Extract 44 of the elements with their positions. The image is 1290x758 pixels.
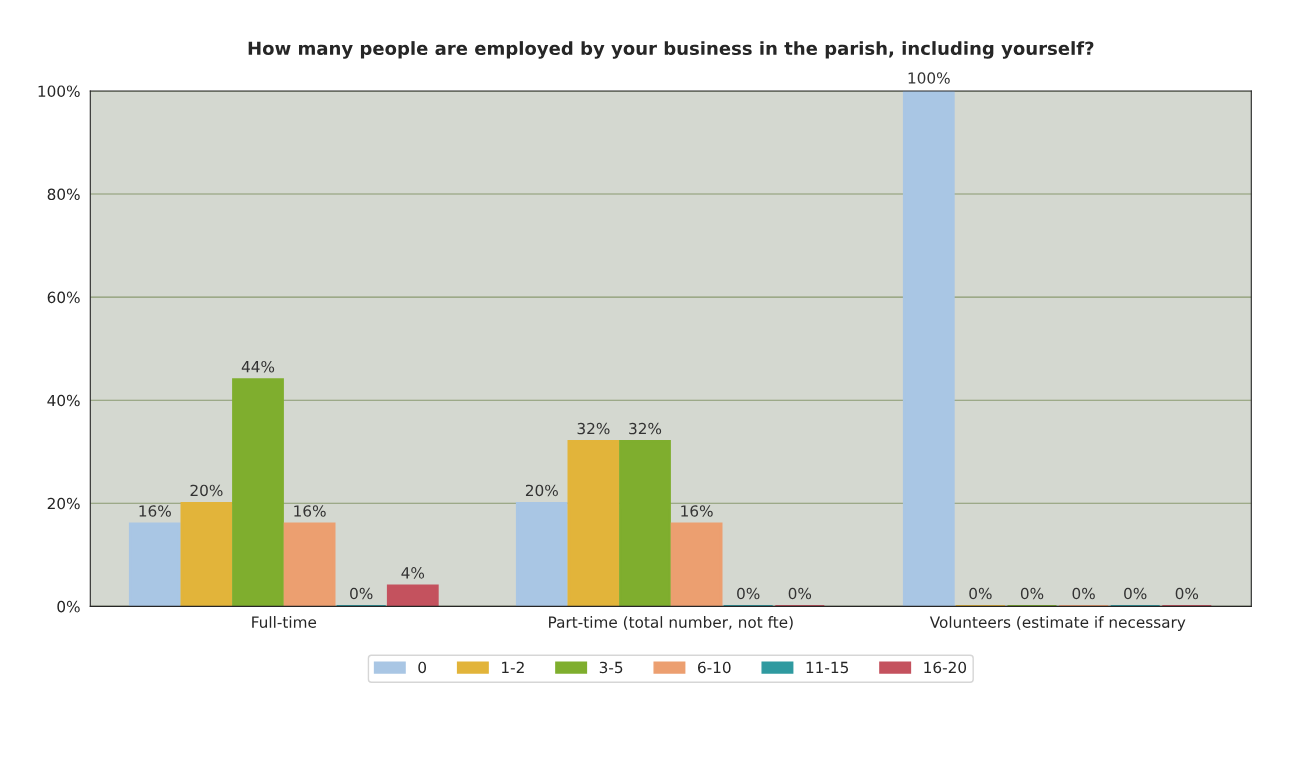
x-tick-label: Part-time (total number, not fte) [549,616,793,630]
legend-label: 16-20 [924,661,967,674]
data-label: 0% [969,587,992,600]
x-tick-label: Volunteers (estimate if necessary [929,616,1186,631]
bar [670,522,723,607]
data-label: 100% [908,72,950,84]
y-tick-label: 100% [38,85,80,97]
y-tick-label: 60% [47,291,80,304]
legend-label: 6-10 [698,661,731,674]
data-label: 0% [788,587,812,600]
legend-label: 11-15 [806,661,848,674]
data-label: 16% [681,505,713,517]
bar [283,522,336,607]
data-label: 0% [1072,587,1095,600]
bar [232,378,284,607]
data-label: 44% [241,360,275,373]
data-label: 20% [190,484,223,497]
data-label: 32% [629,422,662,435]
chart-title: How many people are employed by your business in the parish, including yourself? [248,41,1094,59]
x-tick-label: Full-time [252,616,317,628]
y-tick-label: 0% [57,600,80,613]
bar [386,584,439,607]
legend-label: 3-5 [599,661,623,674]
data-label: 4% [401,567,425,579]
data-label: 16% [139,505,171,517]
y-tick-label: 80% [47,188,80,201]
data-label: 0% [737,587,760,600]
bar [567,440,620,607]
legend-label: 1-2 [502,661,524,673]
bar [180,501,233,607]
data-label: 20% [525,484,558,497]
data-label: 16% [294,505,326,517]
data-label: 32% [577,422,610,435]
bar [902,90,955,607]
legend-label: 0 [418,661,427,674]
bar [515,501,568,607]
y-tick-label: 40% [47,394,80,407]
data-label: 0% [1124,587,1147,600]
data-label: 0% [1020,587,1044,600]
bar [619,440,671,607]
y-tick-label: 20% [47,497,80,510]
data-label: 0% [1175,587,1199,600]
bar [128,522,181,607]
data-label: 0% [350,587,373,600]
